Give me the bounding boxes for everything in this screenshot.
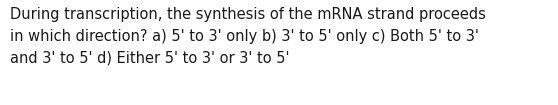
Text: During transcription, the synthesis of the mRNA strand proceeds
in which directi: During transcription, the synthesis of t… xyxy=(10,7,486,66)
